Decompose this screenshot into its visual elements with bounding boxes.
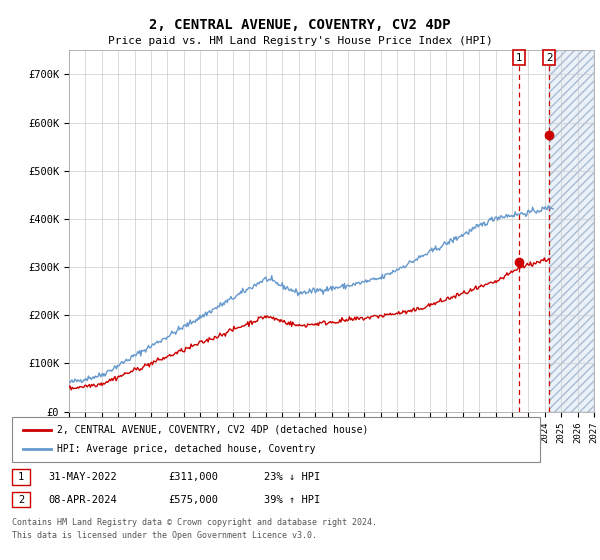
Text: £575,000: £575,000 (168, 494, 218, 505)
Text: 08-APR-2024: 08-APR-2024 (48, 494, 117, 505)
Text: HPI: Average price, detached house, Coventry: HPI: Average price, detached house, Cove… (57, 445, 316, 455)
Text: 2, CENTRAL AVENUE, COVENTRY, CV2 4DP (detached house): 2, CENTRAL AVENUE, COVENTRY, CV2 4DP (de… (57, 424, 368, 435)
Text: 23% ↓ HPI: 23% ↓ HPI (264, 472, 320, 482)
Text: Price paid vs. HM Land Registry's House Price Index (HPI): Price paid vs. HM Land Registry's House … (107, 36, 493, 46)
Text: Contains HM Land Registry data © Crown copyright and database right 2024.
This d: Contains HM Land Registry data © Crown c… (12, 519, 377, 540)
Bar (549, 50, 594, 412)
Text: £311,000: £311,000 (168, 472, 218, 482)
Bar (549, 50, 594, 412)
Text: 2: 2 (546, 53, 553, 63)
Text: 39% ↑ HPI: 39% ↑ HPI (264, 494, 320, 505)
Text: 1: 1 (515, 53, 522, 63)
Text: 1: 1 (18, 472, 24, 482)
Text: 2, CENTRAL AVENUE, COVENTRY, CV2 4DP: 2, CENTRAL AVENUE, COVENTRY, CV2 4DP (149, 18, 451, 32)
Text: 31-MAY-2022: 31-MAY-2022 (48, 472, 117, 482)
Text: 2: 2 (18, 494, 24, 505)
